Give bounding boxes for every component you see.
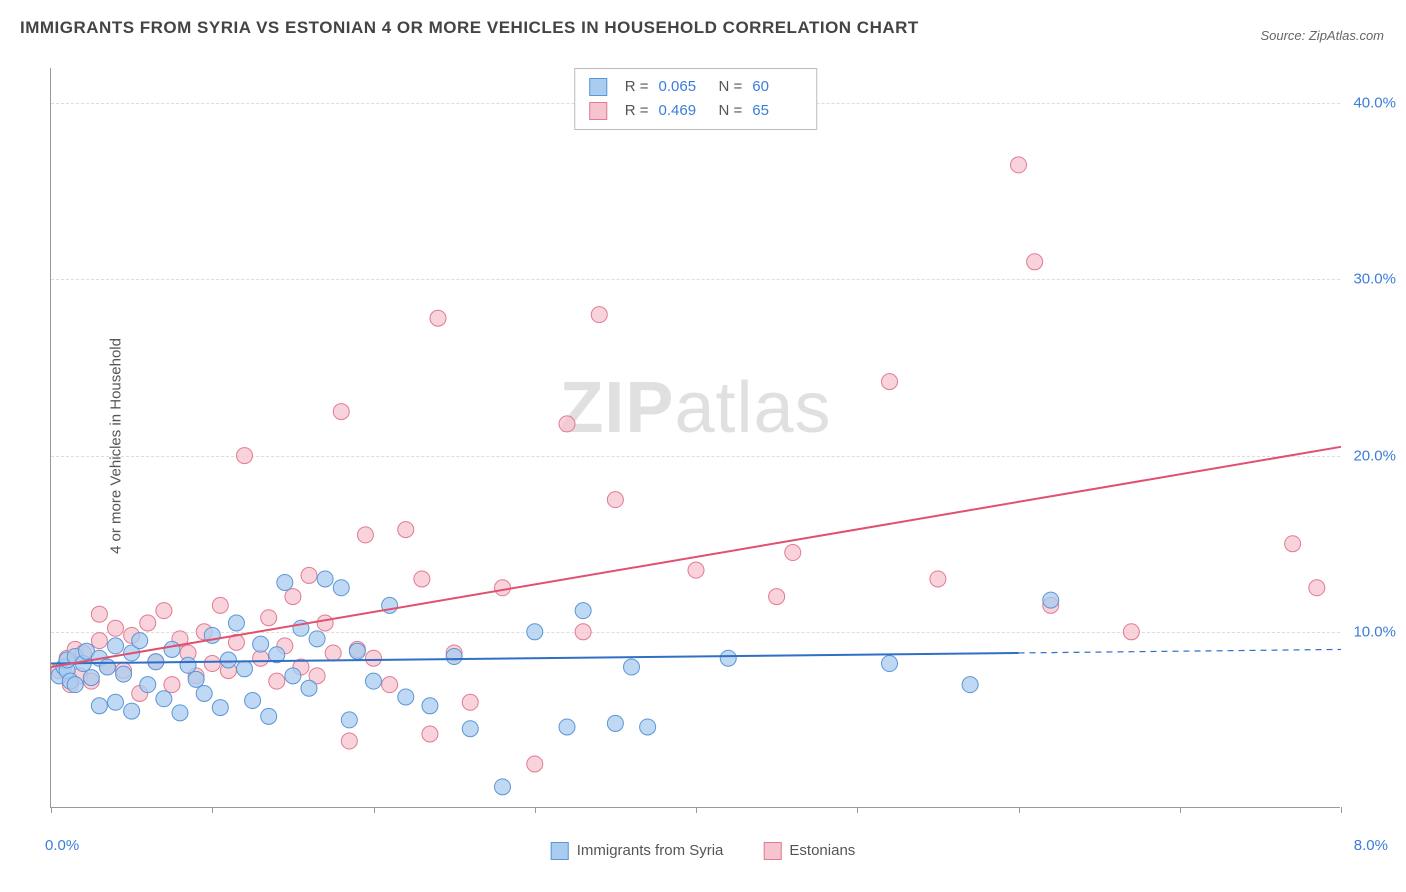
chart-svg: [51, 68, 1340, 807]
legend-item-series1: Immigrants from Syria: [551, 842, 724, 860]
chart-title: IMMIGRANTS FROM SYRIA VS ESTONIAN 4 OR M…: [20, 18, 919, 38]
x-axis-max-label: 8.0%: [1354, 837, 1388, 854]
legend-label-series1: Immigrants from Syria: [577, 842, 724, 859]
swatch-series2-bottom: [763, 842, 781, 860]
x-axis-min-label: 0.0%: [45, 837, 79, 854]
legend-label-series2: Estonians: [789, 842, 855, 859]
plot-area: ZIPatlas 10.0%20.0%30.0%40.0% R = 0.065 …: [50, 68, 1340, 808]
bottom-legend: Immigrants from Syria Estonians: [551, 842, 856, 860]
legend-item-series2: Estonians: [763, 842, 855, 860]
source-label: Source: ZipAtlas.com: [1260, 28, 1384, 43]
swatch-series1-bottom: [551, 842, 569, 860]
